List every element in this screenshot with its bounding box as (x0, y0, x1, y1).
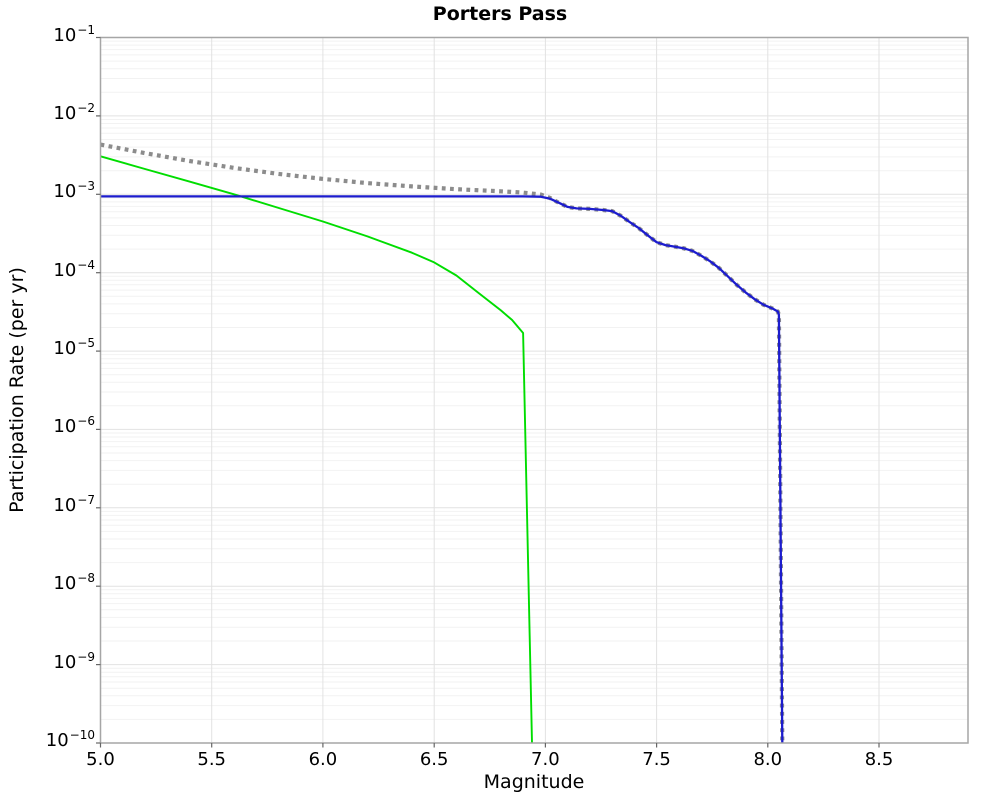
y-tick-label: 10−2 (53, 100, 95, 124)
y-tick-label: 10−10 (45, 728, 95, 751)
x-tick-label: 5.0 (86, 749, 115, 770)
series-gray-dotted (100, 142, 785, 744)
series-blue-solid (100, 195, 784, 744)
x-tick-label: 8.5 (864, 749, 894, 770)
x-tick-label: 6.5 (419, 749, 449, 770)
y-tick-label: 10−4 (53, 257, 95, 281)
y-tick-label: 10−8 (53, 571, 95, 595)
y-axis-title: Participation Rate (per yr) (6, 267, 28, 513)
x-tick-label: 6.0 (308, 749, 338, 770)
y-tick-label: 10−6 (53, 414, 95, 438)
series-green-solid (100, 155, 533, 744)
plot-border (99, 36, 969, 744)
y-tick-label: 10−7 (53, 492, 95, 516)
chart-title: Porters Pass (432, 3, 568, 25)
x-tick-label: 8.0 (753, 749, 783, 770)
y-tick-label: 10−1 (53, 22, 95, 46)
x-axis-title: Magnitude (483, 771, 585, 793)
y-tick-label: 10−9 (53, 649, 95, 673)
y-tick-label: 10−5 (53, 336, 95, 360)
x-tick-label: 7.0 (531, 749, 560, 770)
y-tick-label: 10−3 (53, 179, 95, 203)
x-tick-label: 7.5 (642, 749, 671, 770)
x-tick-label: 5.5 (197, 749, 227, 770)
